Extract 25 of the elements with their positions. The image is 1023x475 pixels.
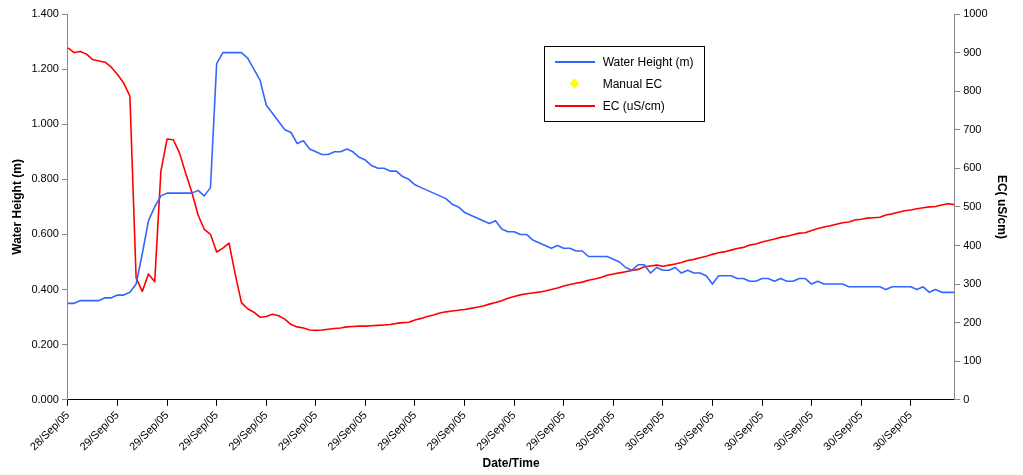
legend-label: Manual EC [602,77,663,91]
y-tick-label: 0.600 [31,227,59,240]
y-tick-label: 0.000 [31,392,59,405]
y2-tick-label: 700 [963,122,982,135]
y2-tick-label: 400 [963,238,982,251]
y2-tick-label: 0 [963,392,970,405]
y2-tick-label: 900 [963,45,982,58]
y-tick-label: 1.400 [31,7,59,20]
y2-tick-label: 100 [963,354,982,367]
y-tick-label: 0.800 [31,172,59,185]
y2-tick-label: 500 [963,199,982,212]
y-axis-title: Water Height (m) [9,159,24,255]
y-tick-label: 0.200 [31,337,59,350]
legend-label: EC (uS/cm) [602,99,665,113]
y2-tick-label: 300 [963,277,982,290]
y-tick-label: 1.200 [31,62,59,75]
y-tick-label: 1.000 [31,117,59,130]
y2-tick-label: 600 [963,161,982,174]
y2-axis-title: EC( uS/cm) [995,174,1010,239]
y2-tick-label: 1000 [963,7,988,20]
y2-tick-label: 800 [963,84,982,97]
legend-label: Water Height (m) [602,55,694,69]
y-tick-label: 0.400 [31,282,59,295]
y2-tick-label: 200 [963,315,982,328]
x-axis-title: Date/Time [482,456,540,471]
